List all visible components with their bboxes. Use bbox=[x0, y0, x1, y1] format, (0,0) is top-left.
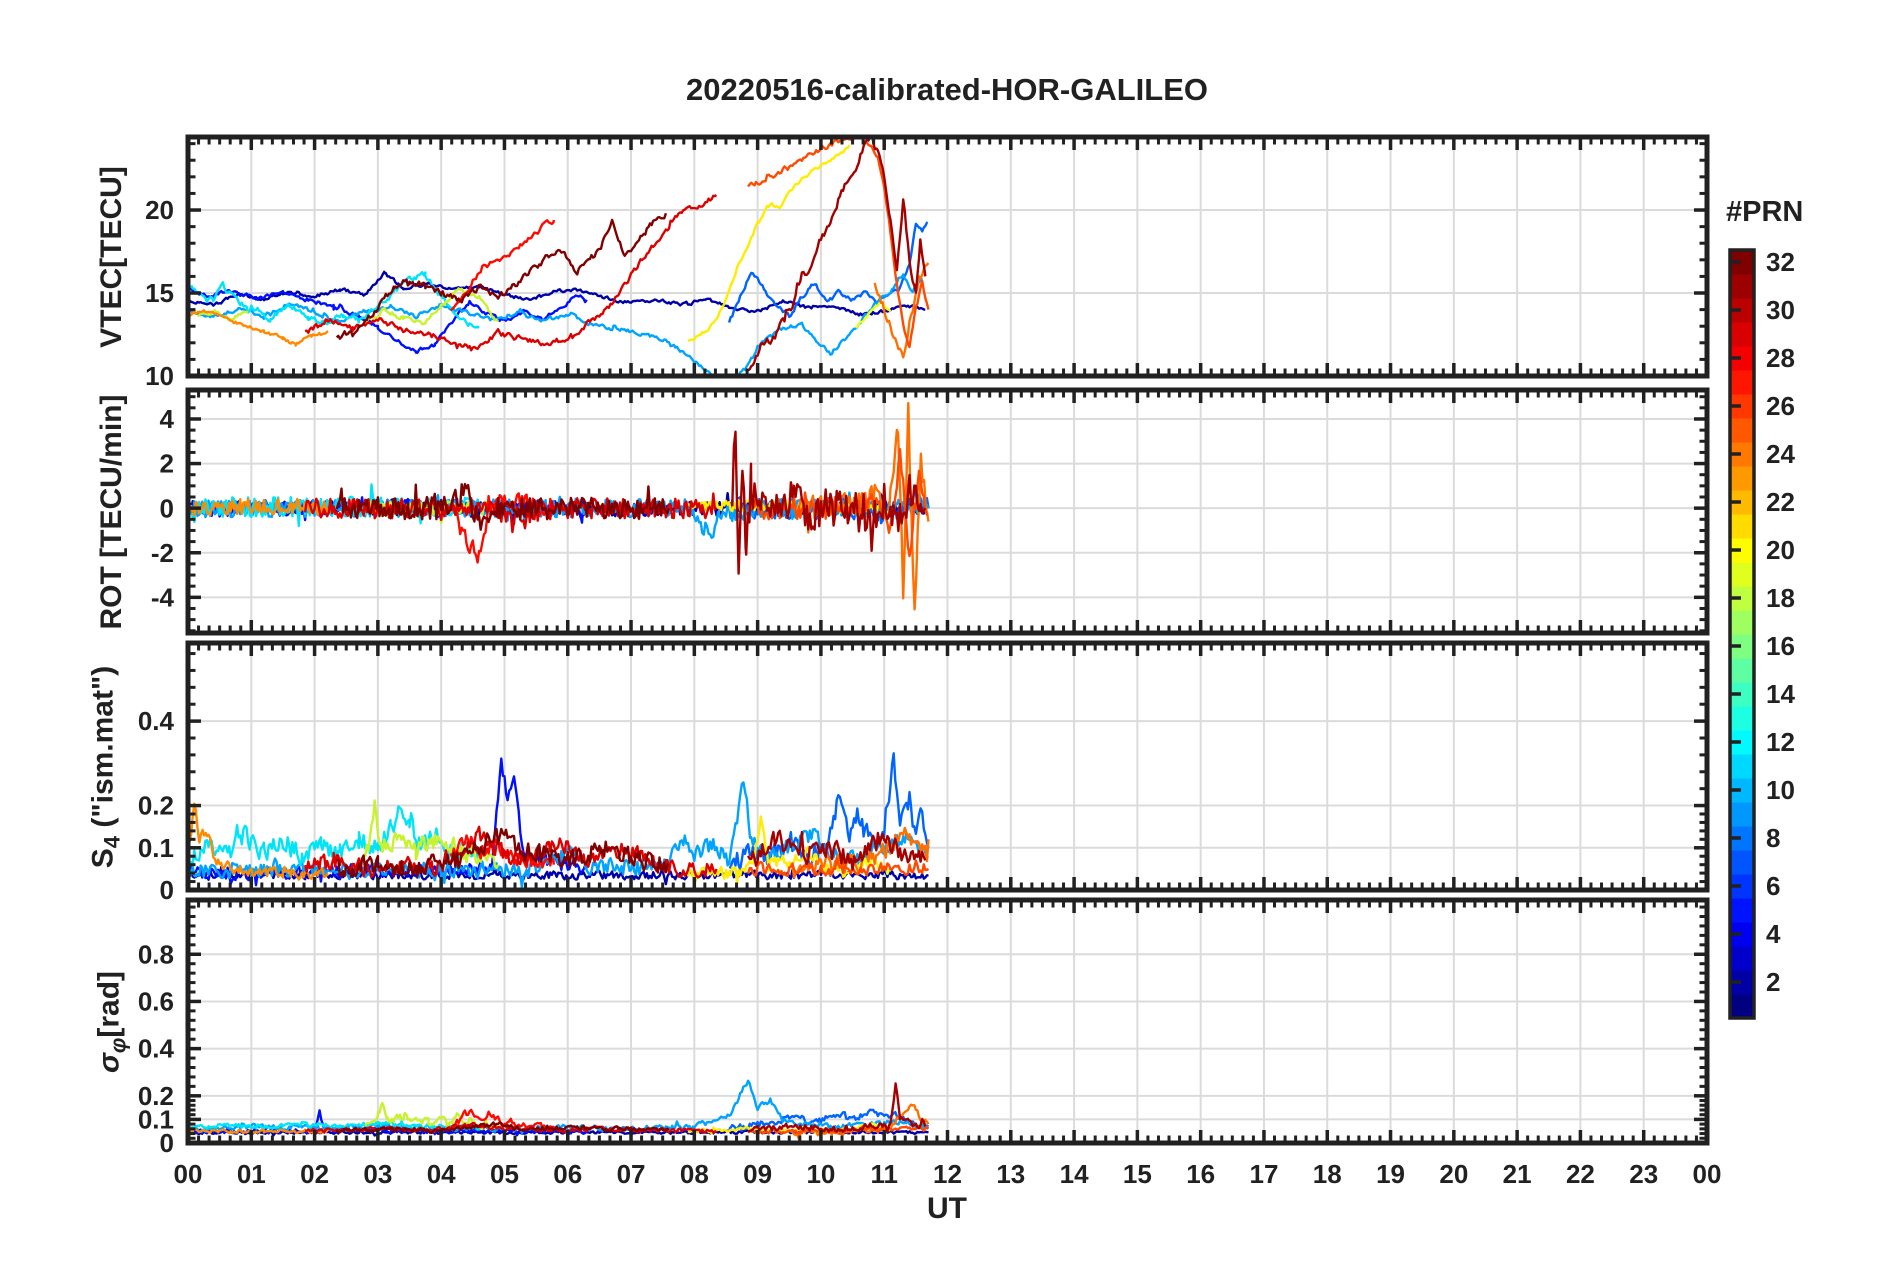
colorbar-tick-label: 6 bbox=[1766, 871, 1780, 901]
series-prn-5 bbox=[190, 286, 588, 354]
series-prn-24 bbox=[190, 309, 329, 347]
xtick-label: 03 bbox=[363, 1159, 392, 1189]
series-prn-21 bbox=[687, 144, 851, 343]
series-prn-19 bbox=[364, 799, 500, 869]
series-prn-31 bbox=[731, 430, 927, 575]
xtick-label: 10 bbox=[806, 1159, 835, 1189]
series-prn-31 bbox=[747, 139, 927, 372]
series-prn-26 bbox=[746, 448, 929, 558]
ytick-label: 0 bbox=[160, 493, 174, 523]
series-prn-29 bbox=[304, 194, 718, 352]
panel-rot: -4 -2 0 2 4 bbox=[151, 387, 1710, 636]
xtick-label: 02 bbox=[300, 1159, 329, 1189]
xtick-label: 23 bbox=[1629, 1159, 1658, 1189]
xtick-label: 04 bbox=[427, 1159, 456, 1189]
series-prn-32 bbox=[335, 212, 668, 340]
xtick-label: 00 bbox=[174, 1159, 203, 1189]
xtick-label: 22 bbox=[1566, 1159, 1595, 1189]
xtick-label: 13 bbox=[996, 1159, 1025, 1189]
series-prn-26 bbox=[746, 856, 930, 877]
xtick-label: 07 bbox=[617, 1159, 646, 1189]
xtick-label: 16 bbox=[1186, 1159, 1215, 1189]
figure-title: 20220516-calibrated-HOR-GALILEO bbox=[685, 72, 1209, 107]
series-prn-10 bbox=[190, 273, 924, 374]
series-prn-32 bbox=[335, 482, 671, 531]
series-prn-12 bbox=[190, 805, 481, 867]
series-prn-19 bbox=[364, 287, 499, 326]
ytick-label: 4 bbox=[160, 404, 175, 434]
series-prn-26 bbox=[747, 139, 930, 349]
colorbar-tick-label: 28 bbox=[1766, 343, 1795, 373]
ytick-label: 0.2 bbox=[138, 1081, 174, 1111]
colorbar-tick-label: 32 bbox=[1766, 247, 1795, 277]
series-prn-25 bbox=[873, 262, 930, 359]
xtick-label: 19 bbox=[1376, 1159, 1405, 1189]
ytick-label: 0.4 bbox=[138, 706, 175, 736]
xtick-label: 05 bbox=[490, 1159, 519, 1189]
ytick-label: 0.8 bbox=[138, 939, 174, 969]
ytick-label: 2 bbox=[160, 449, 174, 479]
ytick-label: 0.4 bbox=[138, 1034, 175, 1064]
xtick-label: 21 bbox=[1503, 1159, 1532, 1189]
xtick-label: 15 bbox=[1123, 1159, 1152, 1189]
ytick-label: 0.1 bbox=[138, 833, 174, 863]
xtick-label: 12 bbox=[933, 1159, 962, 1189]
ytick-label: 0.6 bbox=[138, 987, 174, 1017]
colorbar-tick-label: 16 bbox=[1766, 631, 1795, 661]
series-prn-24 bbox=[190, 802, 329, 881]
xtick-label: 09 bbox=[743, 1159, 772, 1189]
panel-vtec: 10 15 20 bbox=[145, 134, 1710, 391]
series-prn-32 bbox=[335, 1121, 670, 1135]
xtick-label: 08 bbox=[680, 1159, 709, 1189]
colorbar-tick-label: 8 bbox=[1766, 823, 1780, 853]
ytick-label: -2 bbox=[151, 538, 174, 568]
series-prn-20 bbox=[854, 301, 892, 329]
series-prn-5 bbox=[190, 1109, 588, 1137]
series-prn-28 bbox=[450, 219, 555, 312]
ytick-label: 15 bbox=[145, 278, 174, 308]
xtick-label: 17 bbox=[1249, 1159, 1278, 1189]
colorbar-tick-label: 26 bbox=[1766, 391, 1795, 421]
ytick-label: -4 bbox=[151, 582, 175, 612]
xtick-label: 00 bbox=[1693, 1159, 1722, 1189]
series-prn-24 bbox=[190, 1127, 329, 1135]
colorbar-tick-label: 18 bbox=[1766, 583, 1795, 613]
series-prn-10 bbox=[190, 781, 929, 888]
xtick-label: 06 bbox=[553, 1159, 582, 1189]
panel-s4: 0 0.1 0.2 0.4 bbox=[138, 640, 1710, 905]
xtick-label: 11 bbox=[870, 1159, 898, 1189]
ytick-label: 0 bbox=[160, 1128, 174, 1158]
xtick-label: 20 bbox=[1439, 1159, 1468, 1189]
series-prn-2 bbox=[190, 270, 926, 317]
x-axis-label: UT bbox=[927, 1192, 967, 1225]
ytick-label: 10 bbox=[145, 361, 174, 391]
colorbar-tick-label: 22 bbox=[1766, 487, 1795, 517]
colorbar-tick-label: 20 bbox=[1766, 535, 1795, 565]
colorbar-tick-label: 14 bbox=[1766, 679, 1795, 709]
ytick-label: 0.1 bbox=[138, 1105, 174, 1135]
colorbar-tick-label: 10 bbox=[1766, 775, 1795, 805]
colorbar-tick-label: 30 bbox=[1766, 295, 1795, 325]
xtick-label: 18 bbox=[1313, 1159, 1342, 1189]
series-prn-8 bbox=[727, 221, 929, 323]
ytick-label: 0.2 bbox=[138, 791, 174, 821]
colorbar-tick-label: 12 bbox=[1766, 727, 1795, 757]
colorbar-tick-label: 4 bbox=[1766, 919, 1781, 949]
ytick-label: 0 bbox=[160, 875, 174, 905]
ytick-label: 20 bbox=[145, 195, 174, 225]
xtick-label: 01 bbox=[237, 1159, 266, 1189]
series-prn-8 bbox=[728, 1108, 929, 1132]
xtick-label: 14 bbox=[1060, 1159, 1089, 1189]
panel-sigma_phi: 00.10.2 0.4 0.6 0.8 bbox=[138, 897, 1710, 1158]
series-prn-32 bbox=[336, 827, 670, 878]
series-prn-12 bbox=[190, 270, 480, 329]
colorbar-title: #PRN bbox=[1726, 196, 1804, 228]
colorbar-tick-label: 24 bbox=[1766, 439, 1795, 469]
colorbar-tick-label: 2 bbox=[1766, 967, 1780, 997]
series-prn-31 bbox=[747, 1082, 927, 1133]
series-prn-31 bbox=[747, 829, 927, 871]
